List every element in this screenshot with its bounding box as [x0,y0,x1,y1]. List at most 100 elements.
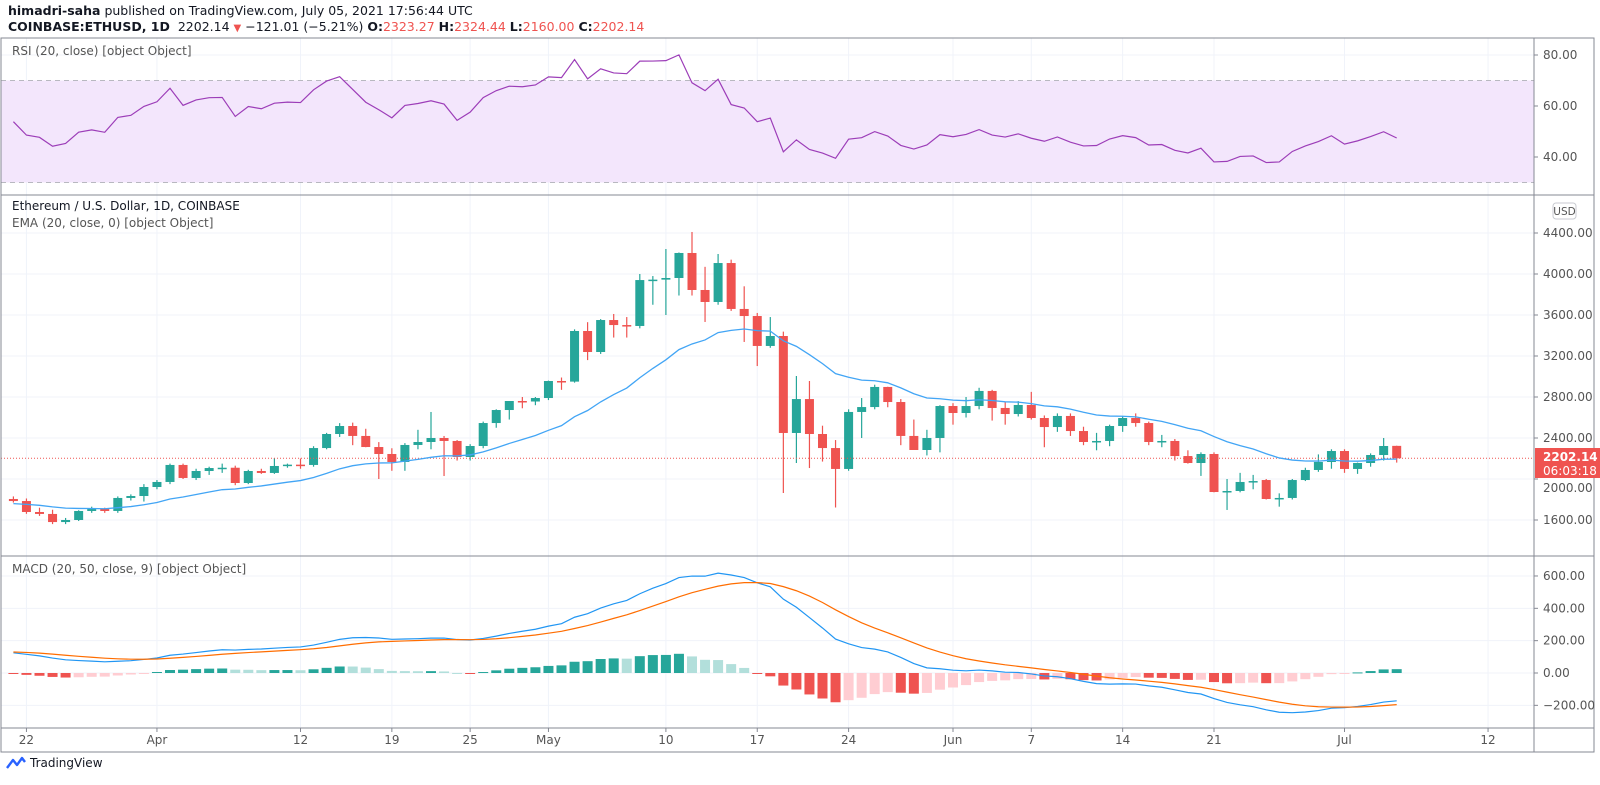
macd-histogram-bar [1156,673,1167,678]
rsi-band [1,80,1534,183]
macd-histogram-bar [465,673,476,674]
price-change: −121.01 (−5.21%) [245,19,364,34]
time-axis-label: 24 [841,733,856,747]
macd-pane [8,572,1402,714]
candle-body [974,390,984,407]
high-value: 2324.44 [454,19,506,34]
candle [113,496,123,513]
candle [1092,432,1102,451]
candle-body [269,465,279,473]
macd-histogram-bar [739,667,750,673]
macd-histogram-bar [660,654,671,673]
time-axis-label: 14 [1115,733,1130,747]
macd-histogram-bar [1026,673,1037,680]
macd-axis-label: −200.00 [1543,698,1595,712]
candle [165,463,175,485]
macd-histogram-bar [530,667,541,673]
candle-body [961,406,971,413]
macd-histogram-bar [595,659,606,673]
candle-body [100,509,110,511]
macd-histogram-bar [1078,673,1089,681]
currency-label: USD [1553,206,1575,218]
candle-body [152,481,162,487]
macd-histogram-bar [1300,673,1311,680]
candle [570,329,580,383]
candle [752,312,762,367]
candle [465,444,475,461]
candle [1157,434,1167,448]
macd-legend[interactable]: MACD (20, 50, close, 9) [object Object] [12,562,246,576]
candle [426,411,436,450]
macd-histogram-bar [673,653,684,673]
candle-body [165,464,175,482]
tradingview-logo[interactable]: TradingView [6,756,103,770]
candle [739,286,749,342]
macd-histogram-bar [295,670,306,673]
candle-body [557,381,566,383]
ema-legend[interactable]: EMA (20, close, 0) [object Object] [12,216,213,230]
tradingview-logo-text: TradingView [30,756,103,770]
candle-body [296,464,305,467]
macd-histogram-bar [608,658,619,673]
candle [922,429,932,456]
macd-histogram-bar [687,656,697,673]
candle-body [1326,451,1336,462]
candle-body [1131,418,1141,424]
main-series-title[interactable]: Ethereum / U.S. Dollar, 1D, COINBASE [12,199,240,213]
candle [1144,421,1154,446]
macd-histogram-bar [752,673,763,674]
candle-body [361,435,371,448]
author-name[interactable]: himadri-saha [8,3,101,18]
time-axis-label: Apr [147,733,168,747]
macd-histogram-bar [308,669,319,673]
macd-histogram-bar [895,673,906,693]
candle [374,442,384,479]
candle [517,397,527,409]
macd-histogram-bar [1287,673,1298,682]
macd-histogram-bar [178,669,189,673]
candle [831,440,841,508]
candle [87,506,97,513]
price-axis-label: 2800.00 [1543,390,1593,404]
macd-histogram-bar [151,671,162,673]
macd-histogram-bar [60,673,71,678]
candle [1274,493,1284,507]
high-label: H: [438,19,455,34]
macd-histogram-bar [34,673,45,676]
candle-body [309,448,319,465]
time-axis-label: 10 [658,733,673,747]
candle-body [570,330,580,382]
time-axis-label: Jul [1336,733,1351,747]
close-value: 2202.14 [592,19,645,34]
rsi-legend[interactable]: RSI (20, close) [object Object] [12,44,192,58]
symbol-label: COINBASE:ETHUSD, 1D [8,19,170,34]
down-triangle-icon: ▼ [233,23,242,34]
open-label: O: [367,19,383,34]
candle-body [622,325,632,327]
candle [282,463,292,468]
macd-histogram-bar [412,671,423,673]
macd-histogram-bar [1143,673,1154,678]
macd-histogram-bar [634,656,645,673]
currency-badge[interactable]: USD [1552,202,1577,220]
candle-body [452,440,462,457]
macd-histogram-bar [47,673,58,677]
macd-histogram-bar [921,673,932,693]
candle-body [1353,463,1363,469]
macd-histogram-bar [765,673,776,677]
last-price-tag-value: 2202.14 [1543,450,1598,464]
candle-body [1000,407,1010,415]
candle-body [935,406,945,438]
candle-body [465,445,475,457]
candle [1026,391,1036,420]
rsi-line [12,54,1397,164]
price-pane [1,231,1534,525]
candle [269,457,279,474]
candle [1170,439,1180,461]
candle-body [1274,497,1284,500]
time-axis-label: 25 [463,733,478,747]
candle-body [726,263,736,309]
candle-body [1144,423,1154,442]
candle-body [217,467,227,470]
